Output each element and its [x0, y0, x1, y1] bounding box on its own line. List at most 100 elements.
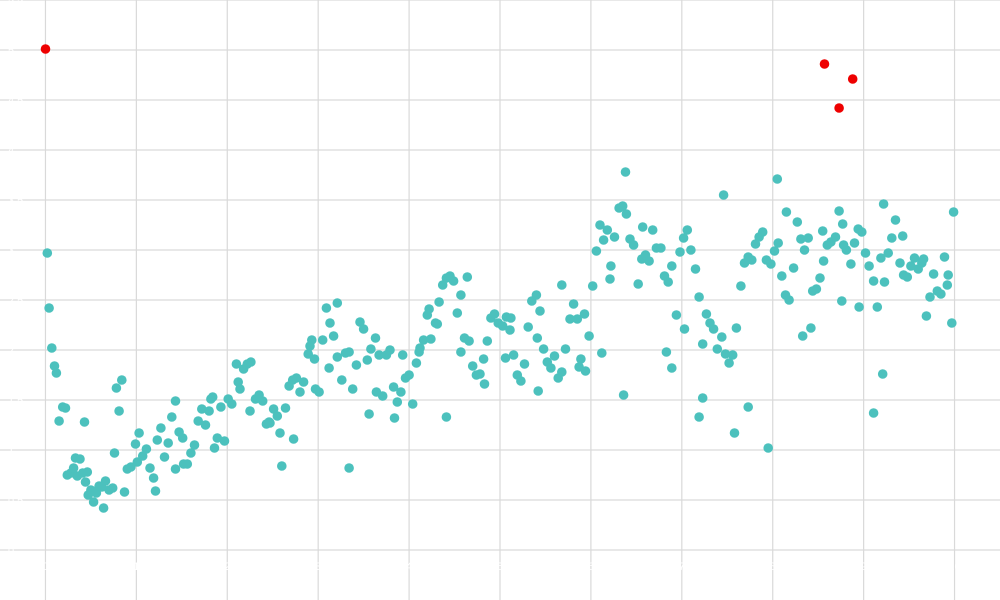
- data-point: [344, 463, 354, 473]
- data-point: [288, 434, 299, 444]
- x-tick-label: 9: [861, 561, 867, 573]
- data-point: [130, 439, 141, 449]
- y-tick-label: 3.5: [8, 195, 23, 207]
- data-point: [811, 284, 822, 294]
- y-tick-label: 2: [8, 345, 14, 357]
- data-point: [98, 503, 109, 513]
- data-point: [557, 367, 567, 377]
- y-tick-label: 1.5: [8, 395, 23, 407]
- data-point: [591, 246, 602, 256]
- data-point: [231, 359, 242, 369]
- data-point: [667, 261, 677, 271]
- data-point: [803, 233, 813, 243]
- data-point: [134, 428, 144, 438]
- data-point: [212, 433, 223, 443]
- data-point: [426, 334, 436, 344]
- data-point: [370, 333, 381, 343]
- data-point: [729, 428, 740, 438]
- x-tick-label: 7: [679, 561, 685, 573]
- data-point: [574, 362, 584, 372]
- outlier-point: [819, 59, 830, 69]
- data-point: [206, 394, 216, 404]
- data-point: [736, 281, 746, 291]
- data-point: [565, 314, 575, 324]
- data-point: [189, 440, 200, 450]
- y-tick-label: 1: [8, 445, 14, 457]
- data-point: [621, 209, 632, 219]
- data-point: [854, 302, 864, 312]
- data-point: [661, 347, 672, 357]
- data-point: [111, 383, 122, 393]
- data-point: [482, 336, 493, 346]
- data-point: [909, 253, 920, 263]
- data-point: [656, 243, 666, 253]
- data-point: [675, 247, 685, 257]
- data-point: [177, 433, 188, 443]
- data-point: [272, 411, 283, 421]
- data-point: [535, 306, 545, 316]
- data-point: [877, 369, 888, 379]
- data-point: [51, 368, 62, 378]
- data-point: [879, 277, 890, 287]
- data-point: [717, 332, 727, 342]
- x-tick-label: 0: [42, 561, 48, 573]
- data-point: [694, 412, 704, 422]
- data-point: [197, 404, 207, 414]
- data-point: [475, 369, 485, 379]
- data-point: [860, 248, 871, 258]
- data-point: [523, 322, 533, 332]
- data-point: [806, 323, 816, 333]
- data-point: [374, 350, 384, 360]
- y-tick-label: 0.5: [8, 495, 23, 507]
- data-point: [743, 402, 753, 412]
- data-point: [598, 235, 609, 245]
- data-point: [456, 347, 466, 357]
- data-point: [424, 304, 434, 314]
- data-point: [519, 359, 530, 369]
- data-point: [479, 379, 490, 389]
- data-point: [671, 310, 682, 320]
- data-point: [605, 274, 615, 284]
- data-point: [772, 174, 783, 184]
- data-point: [516, 376, 526, 386]
- y-tick-label: 3: [8, 245, 14, 257]
- data-point: [156, 423, 166, 433]
- data-point: [849, 238, 860, 248]
- y-tick-label: 2.5: [8, 295, 23, 307]
- data-point: [587, 281, 598, 291]
- data-point: [609, 232, 620, 242]
- data-point: [418, 335, 429, 345]
- data-point: [942, 280, 953, 290]
- data-point: [663, 277, 673, 287]
- data-point: [757, 227, 768, 237]
- data-point: [200, 420, 211, 430]
- data-point: [467, 361, 478, 371]
- data-point: [533, 386, 543, 396]
- data-point: [834, 206, 844, 216]
- data-point: [769, 246, 780, 256]
- data-point: [452, 308, 463, 318]
- data-point: [148, 473, 159, 483]
- data-point: [506, 313, 516, 323]
- data-point: [818, 256, 829, 266]
- data-point: [167, 412, 177, 422]
- y-tick-label: 4.5: [8, 95, 23, 107]
- data-point: [411, 358, 422, 368]
- data-point: [606, 261, 616, 271]
- data-point: [257, 396, 268, 406]
- outlier-point: [40, 44, 51, 54]
- data-point: [275, 428, 285, 438]
- data-point: [309, 354, 320, 364]
- data-point: [351, 360, 362, 370]
- data-point: [694, 292, 704, 302]
- data-point: [317, 335, 328, 345]
- data-point: [947, 318, 957, 328]
- data-point: [432, 319, 443, 329]
- x-tick-label: 2: [224, 561, 230, 573]
- data-point: [708, 324, 719, 334]
- data-point: [204, 406, 214, 416]
- data-point: [321, 303, 332, 313]
- data-point: [838, 240, 849, 250]
- data-point: [815, 273, 825, 283]
- data-point: [720, 349, 731, 359]
